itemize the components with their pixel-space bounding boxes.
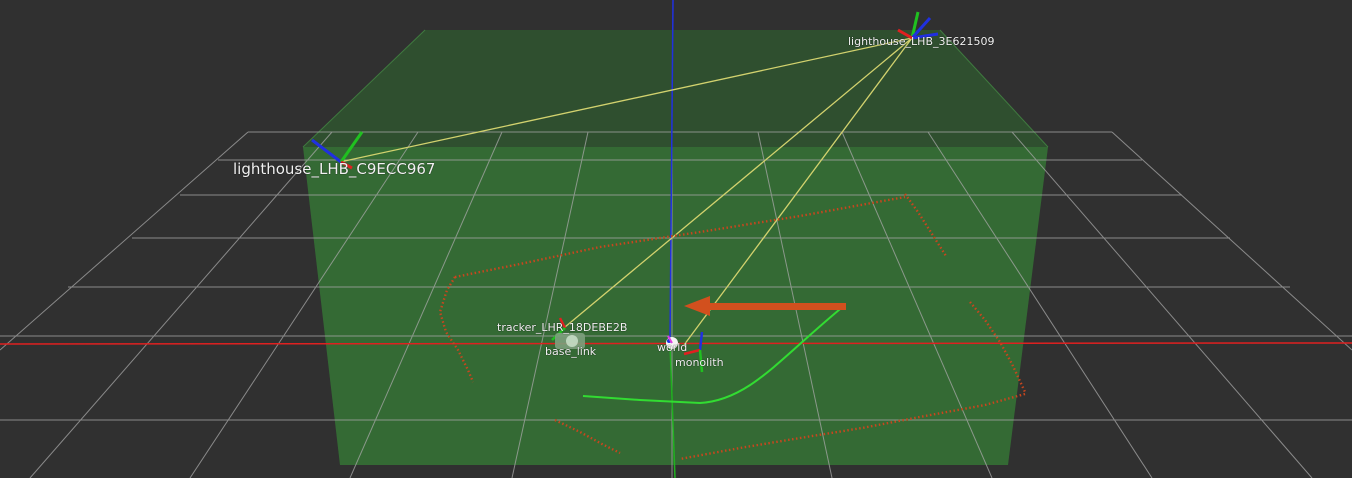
frame-label-tracker: tracker_LHR_18DEBE2B (497, 321, 628, 334)
bounding-volume-edge (302, 29, 426, 148)
frame-label-world: world (657, 341, 688, 354)
bounding-volume-edge (939, 29, 1049, 148)
robot-model (555, 333, 585, 349)
world-z-axis (669, 0, 674, 345)
goal-arrow (684, 296, 846, 316)
monolith-frame-axes (683, 331, 704, 373)
frame-label-base-link: base_link (545, 345, 597, 358)
frame-label-lighthouse-c9: lighthouse_LHB_C9ECC967 (233, 160, 436, 178)
frame-label-monolith: monolith (675, 356, 724, 369)
world-y-axis (669, 343, 676, 478)
lighthouse-c9-frame-axes (311, 131, 364, 170)
lighthouse-rays (339, 37, 913, 346)
world-origin-marker (666, 335, 678, 349)
odometry-path (582, 304, 846, 405)
laser-scan (438, 193, 1027, 461)
frame-label-lighthouse-e6: lighthouse_LHB_3E621509 (848, 35, 995, 48)
lighthouse-e6-frame-axes (897, 11, 939, 40)
bounding-volume-front-face (303, 147, 1048, 465)
bounding-volume-back-face (303, 30, 1048, 465)
